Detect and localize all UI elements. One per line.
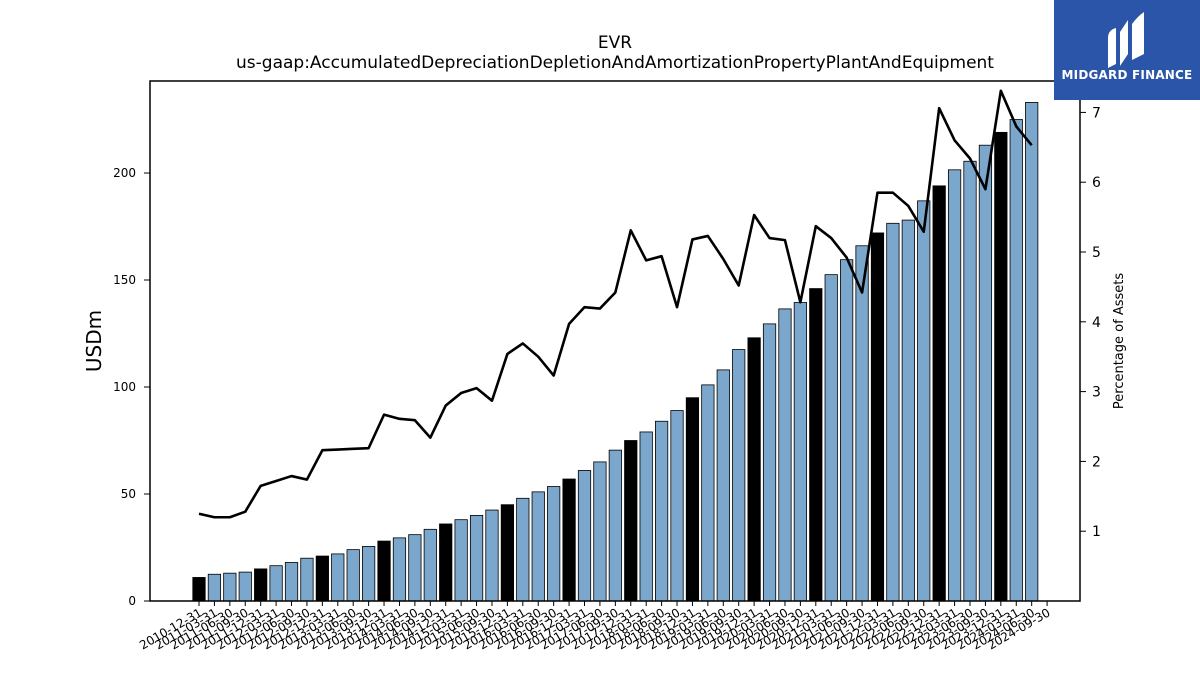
bar: [516, 497, 530, 602]
bar: [670, 410, 684, 602]
bar: [994, 131, 1008, 602]
bar: [824, 274, 838, 602]
bar: [423, 528, 437, 602]
bar: [762, 323, 777, 602]
y-tick-label: 100: [113, 380, 136, 394]
bar: [331, 553, 345, 602]
bar: [593, 461, 607, 602]
bar: [408, 534, 422, 602]
bar: [439, 523, 453, 602]
y2-tick-label: 3: [1092, 385, 1101, 401]
bar: [392, 537, 407, 602]
bar: [547, 486, 561, 602]
bar: [562, 478, 576, 602]
bar: [747, 337, 761, 602]
bar: [655, 420, 669, 602]
bar: [624, 440, 638, 602]
bar: [901, 219, 915, 602]
bar: [454, 519, 468, 602]
brand-name: MIDGARD FINANCE: [1061, 68, 1193, 82]
bar: [855, 245, 869, 602]
bar: [639, 431, 653, 602]
bar: [223, 572, 237, 602]
bar: [469, 515, 484, 602]
bar: [932, 185, 946, 602]
bar: [716, 369, 730, 602]
y-axis-left: 0 50 100 150 200: [113, 166, 150, 608]
bar: [978, 144, 993, 602]
bar: [963, 160, 977, 602]
bar: [732, 349, 746, 602]
y-tick-label: 200: [113, 166, 136, 180]
brand-logo: MIDGARD FINANCE: [1054, 0, 1200, 100]
bar: [1025, 102, 1039, 602]
y-tick-label: 0: [128, 594, 136, 608]
chart-subtitle: us-gaap:AccumulatedDepreciationDepletion…: [236, 53, 994, 73]
bar: [793, 302, 807, 602]
bar: [685, 397, 700, 602]
bar: [608, 449, 622, 602]
y-tick-label: 50: [121, 487, 136, 501]
bar: [1009, 119, 1023, 602]
percentage-line: [198, 89, 1033, 519]
bar: [485, 509, 499, 602]
bar-series: [192, 102, 1039, 602]
bar: [377, 540, 391, 602]
bar: [531, 491, 545, 602]
bar: [315, 555, 329, 602]
y-axis-label-left: USDm: [82, 310, 106, 372]
bar: [917, 200, 931, 602]
y2-tick-label: 4: [1092, 315, 1101, 331]
y-axis-label-right: Percentage of Assets: [1112, 273, 1127, 409]
bar: [840, 259, 854, 602]
bar: [207, 573, 222, 602]
bar: [346, 549, 360, 602]
bar: [269, 565, 283, 602]
chart-title: EVR: [598, 33, 632, 53]
bar: [300, 557, 314, 602]
bar: [362, 546, 376, 602]
bar: [284, 562, 299, 602]
y-axis-right: 1 2 3 4 5 6 7: [1080, 105, 1101, 540]
bar: [254, 568, 268, 602]
bar: [778, 308, 792, 602]
bar: [192, 577, 206, 602]
bar: [947, 169, 962, 602]
bar: [870, 232, 885, 602]
bar: [500, 504, 515, 602]
y2-tick-label: 1: [1092, 524, 1101, 540]
y2-tick-label: 6: [1092, 175, 1101, 191]
bar: [809, 288, 823, 602]
y2-tick-label: 7: [1092, 105, 1101, 121]
midgard-logo-icon: [1108, 12, 1144, 68]
y2-tick-label: 5: [1092, 245, 1101, 261]
bar: [238, 571, 252, 602]
y2-tick-label: 2: [1092, 454, 1101, 470]
bar: [701, 384, 715, 602]
x-axis: 2010-12-312011-03-312011-06-302011-09-30…: [137, 601, 1053, 652]
line-series: [198, 89, 1033, 519]
bar: [886, 222, 900, 602]
bar: [577, 470, 592, 602]
y-tick-label: 150: [113, 273, 136, 287]
